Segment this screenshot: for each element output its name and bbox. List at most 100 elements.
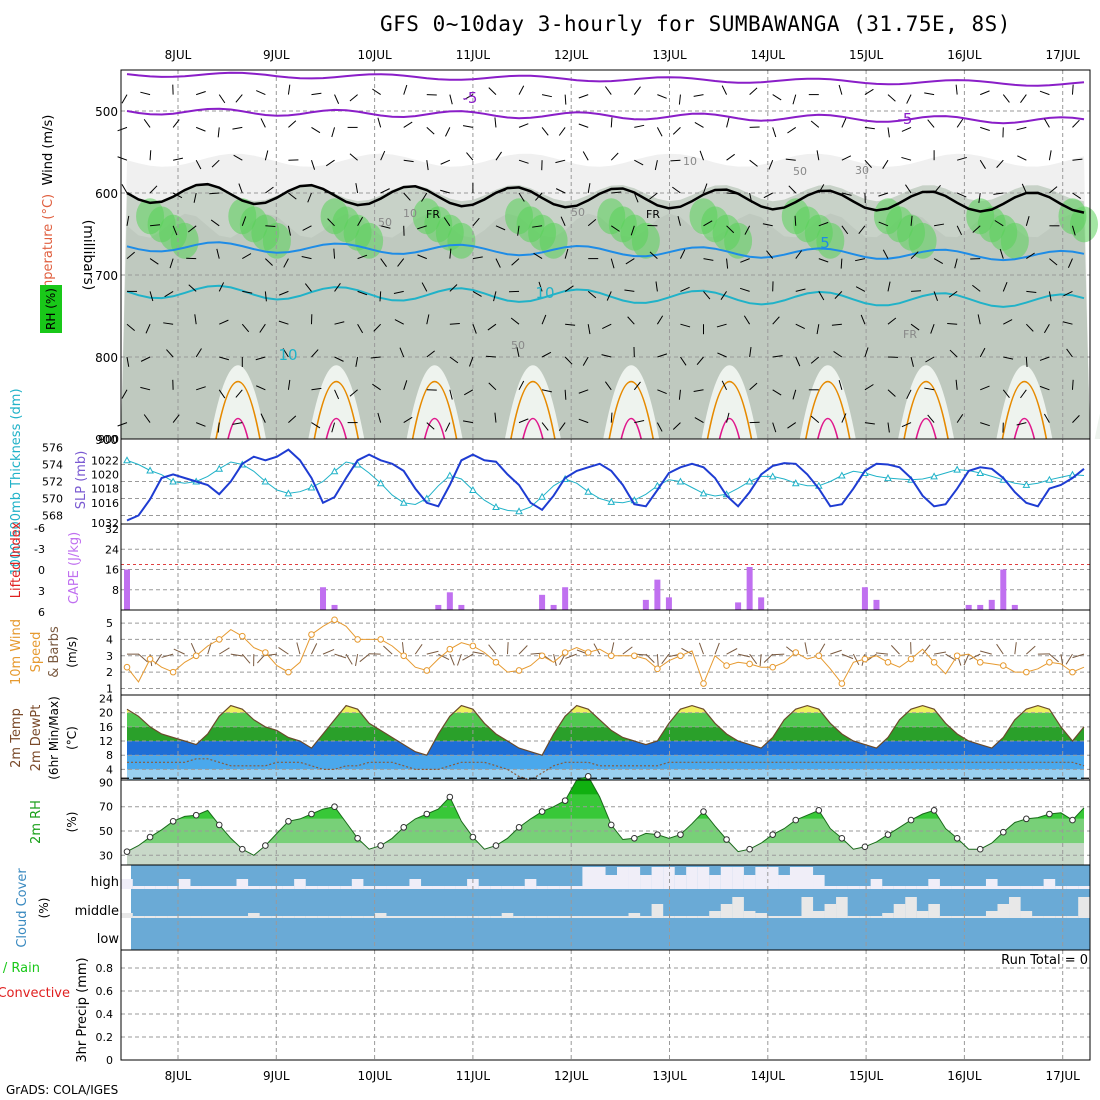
chart-title: GFS 0~10day 3-hourly for SUMBAWANGA (31.…: [380, 12, 1011, 36]
cloud-high-bar: [836, 886, 848, 889]
wind-barb: [117, 126, 128, 132]
wind-barb: [768, 160, 774, 170]
wind-barb: [462, 420, 473, 424]
wind-barb: [256, 90, 266, 96]
wind-barb: [172, 225, 178, 236]
temp-contour-warm: [227, 417, 249, 440]
wind10m-barb: [359, 653, 370, 663]
cloud-high-bar: [939, 886, 952, 889]
wind-barb: [980, 90, 990, 96]
wind-barb: [334, 356, 344, 362]
cape-bar: [861, 587, 868, 610]
cloud-high-bar: [628, 867, 641, 889]
wind-barb: [680, 286, 690, 292]
temp-contour: [313, 380, 360, 440]
wind-barb: [721, 85, 728, 95]
wind-barb: [304, 283, 312, 292]
rh2m-marker: [861, 843, 869, 851]
rh2m-marker: [700, 808, 707, 815]
wind-barb: [126, 251, 135, 259]
wind-barb: [980, 422, 990, 427]
wind-barb: [331, 127, 336, 138]
wind10m-speed-marker: [492, 659, 500, 666]
wind-barb: [901, 422, 912, 428]
wind-barb: [193, 192, 197, 203]
thickness-marker: [838, 471, 846, 479]
wind-barb: [311, 349, 319, 358]
thickness-marker: [376, 479, 385, 487]
cloud-high-bar: [616, 867, 629, 889]
wind-barb: [749, 347, 752, 358]
thickness-marker: [676, 477, 685, 485]
cloud-high-bar: [340, 886, 352, 889]
wind-barb: [449, 248, 452, 259]
contour-label: -5: [463, 89, 478, 107]
wind-barb: [301, 256, 312, 260]
wind-barb: [864, 347, 869, 358]
wind-barb: [373, 323, 382, 332]
wind-barb: [610, 225, 620, 232]
cloud-middle-bar: [674, 916, 687, 918]
thickness-marker: [515, 507, 523, 515]
wind-barb: [772, 355, 783, 358]
cloud-middle-bar: [882, 913, 894, 918]
top-date-label: 11JUL: [456, 48, 491, 62]
wind-barb: [472, 217, 480, 227]
wind-barb: [426, 422, 435, 430]
cape-bar: [550, 604, 557, 610]
slp-tick-label: 1018: [91, 483, 119, 496]
wind-barb: [905, 184, 912, 194]
wind-barb: [1043, 413, 1050, 423]
temp2m-line: [126, 704, 1085, 756]
wind-barb: [834, 291, 843, 299]
rh2m-marker: [377, 842, 384, 849]
wind-barb: [1025, 216, 1030, 226]
wind10m-barb: [876, 652, 889, 655]
wind-barb: [948, 290, 958, 298]
cloud-middle-bar: [524, 916, 537, 918]
wind-barb: [749, 382, 758, 391]
cloud-middle-bar: [455, 916, 468, 918]
cloud-high-bar: [593, 867, 606, 889]
wind-barb: [816, 324, 820, 335]
wind-barb: [795, 250, 803, 259]
wind10m-barb: [506, 642, 509, 655]
wind-barb: [763, 192, 773, 199]
wind10m-barb: [311, 643, 318, 655]
wind-barb: [788, 185, 797, 194]
rh2m-marker: [192, 811, 200, 819]
wind-barb: [999, 248, 1004, 259]
wind-barb: [680, 356, 687, 366]
wind-barb: [744, 225, 751, 235]
wind-barb: [256, 385, 266, 391]
cloud-middle-bar: [663, 916, 675, 918]
wind-barb: [726, 258, 729, 269]
wind-barb: [1025, 323, 1034, 332]
pressure-tick-label: 800: [95, 351, 118, 365]
rh-moist-patch: [1000, 222, 1029, 259]
wind-barb: [555, 188, 566, 194]
wind10m-speed-marker: [953, 652, 961, 660]
rh-dry-column: [1094, 414, 1100, 439]
cloud-high-bar: [1009, 886, 1021, 889]
rh-dry-column: [701, 365, 758, 439]
rh2m-marker: [746, 845, 753, 853]
thickness-marker: [1045, 475, 1054, 483]
rh2m-marker: [654, 831, 661, 838]
wind-barb: [541, 422, 549, 431]
wind-barb: [633, 192, 639, 203]
thickness-tick-label: 572: [42, 476, 63, 489]
cloud-middle-bar: [836, 897, 848, 918]
cloud-middle-bar: [513, 916, 525, 918]
wind10m-barb: [456, 653, 462, 666]
bottom-date-label: 14JUL: [751, 1069, 786, 1083]
contour-label: 50: [793, 165, 807, 178]
wind-barb: [887, 127, 890, 138]
cloud-high-bar: [743, 875, 756, 889]
wind-barb: [370, 356, 381, 359]
cloud-tick-label-high: high: [91, 875, 119, 890]
wind10m-speed-marker: [400, 652, 408, 660]
wind10m-barb: [698, 642, 704, 655]
cloud-high-bar: [801, 867, 814, 889]
cape-bar: [977, 604, 984, 610]
